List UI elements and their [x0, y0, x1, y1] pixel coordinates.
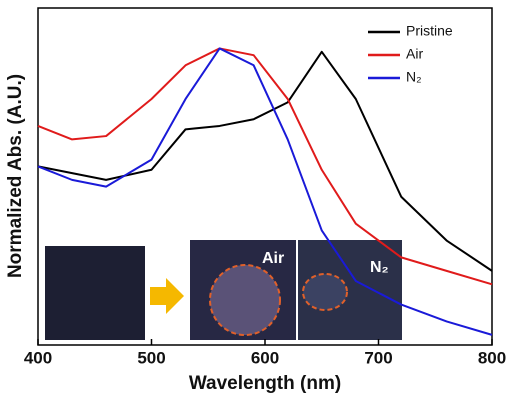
x-tick-label: 600: [251, 348, 279, 367]
legend-label: Pristine: [406, 23, 453, 39]
inset-label: N₂: [370, 259, 389, 276]
x-tick-label: 700: [364, 348, 392, 367]
inset-label: Air: [262, 250, 284, 267]
series-line: [37, 47, 493, 286]
legend-label: N₂: [406, 69, 422, 85]
y-axis-title: Normalized Abs. (A.U.): [5, 74, 26, 278]
x-tick-label: 800: [478, 348, 506, 367]
x-tick-label: 500: [137, 348, 165, 367]
x-axis-title: Wavelength (nm): [189, 373, 341, 394]
legend-label: Air: [406, 46, 423, 62]
series-line: [37, 47, 493, 336]
x-tick-label: 400: [24, 348, 52, 367]
photo-circle: [302, 273, 348, 311]
series-line: [37, 50, 493, 272]
photo-pristine: [45, 246, 145, 340]
arrow: [150, 278, 184, 314]
inset-photos: Air N₂: [45, 240, 402, 340]
photo-circle: [209, 264, 281, 336]
